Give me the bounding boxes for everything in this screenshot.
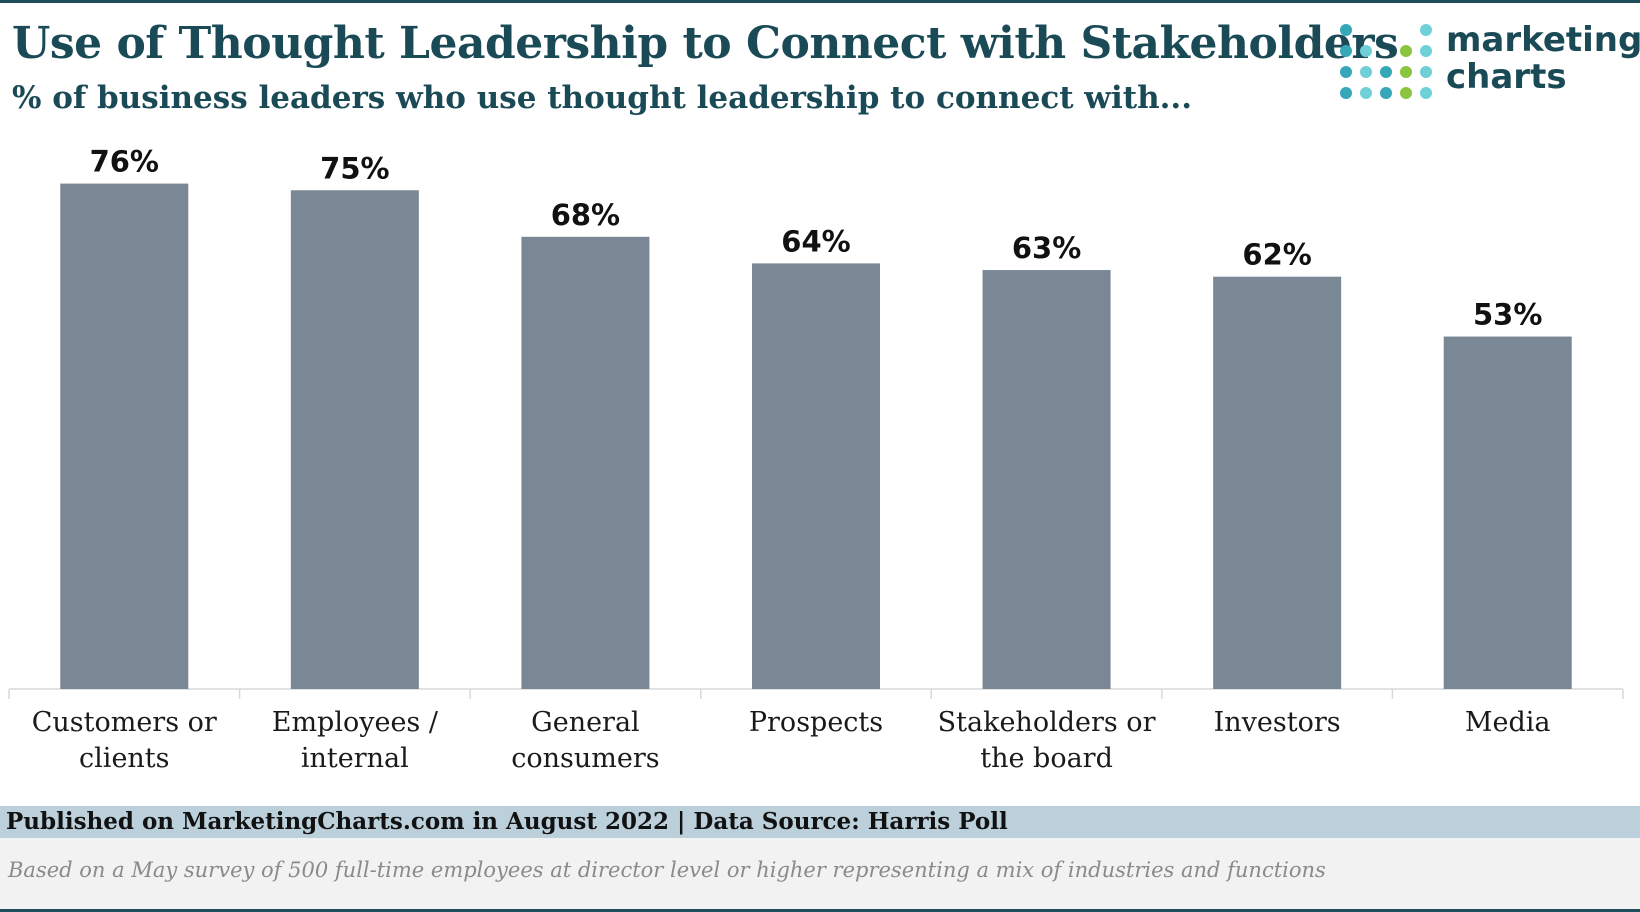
data-label: 63%: [1012, 231, 1081, 265]
category-label: Customers or: [32, 707, 217, 738]
category-label: Stakeholders or: [938, 707, 1156, 738]
bar-chart: 76% Customers or clients 75% Employees / inte…: [8, 145, 1624, 774]
category-label: the board: [980, 743, 1113, 774]
bar: [290, 190, 419, 689]
logo-dot: [1340, 24, 1352, 36]
logo-wordmark: marketing charts: [1446, 22, 1640, 96]
logo-dot: [1420, 24, 1432, 36]
logo-dot: [1420, 45, 1432, 57]
logo-dot: [1340, 87, 1352, 99]
category-label: consumers: [511, 743, 659, 774]
data-label: 53%: [1473, 298, 1542, 332]
category-label: Investors: [1214, 707, 1341, 738]
source-text: Published on MarketingCharts.com in Augu…: [6, 808, 1008, 835]
methodology-note: Based on a May survey of 500 full-time e…: [8, 858, 1326, 882]
data-label: 68%: [551, 198, 620, 232]
logo-dot: [1360, 45, 1372, 57]
logo-dot: [1400, 87, 1412, 99]
logo-line-2: charts: [1446, 57, 1567, 97]
bar: [752, 263, 880, 689]
category-label: Prospects: [749, 707, 883, 738]
chart-title: Use of Thought Leadership to Connect wit…: [12, 18, 1399, 69]
data-label: 75%: [320, 151, 389, 185]
data-label: 64%: [781, 224, 850, 258]
category-label: Employees /: [272, 707, 439, 738]
logo-dot: [1400, 45, 1412, 57]
logo-dot: [1380, 87, 1392, 99]
logo-dot: [1360, 87, 1372, 99]
bar: [1213, 276, 1342, 689]
logo-dot: [1380, 66, 1392, 78]
logo-dots-icon: [1340, 24, 1432, 99]
logo-line-1: marketing: [1446, 20, 1640, 60]
chart-subtitle: % of business leaders who use thought le…: [12, 80, 1192, 116]
bar: [60, 183, 189, 689]
logo-dot: [1360, 66, 1372, 78]
category-label: General: [531, 707, 640, 738]
logo-dot: [1400, 66, 1412, 78]
logo-dot: [1420, 87, 1432, 99]
category-label: internal: [301, 743, 409, 774]
data-label: 76%: [90, 145, 159, 179]
bar: [521, 236, 650, 690]
marketingcharts-logo: marketing charts: [1336, 22, 1640, 102]
top-rule: [0, 0, 1640, 3]
bar: [1443, 336, 1572, 689]
source-bar: Published on MarketingCharts.com in Augu…: [0, 806, 1640, 838]
bar: [982, 270, 1111, 689]
logo-dot: [1420, 66, 1432, 78]
data-label: 62%: [1242, 238, 1311, 272]
bottom-rule: [0, 909, 1640, 912]
logo-dot: [1340, 45, 1352, 57]
methodology-area: Based on a May survey of 500 full-time e…: [0, 838, 1640, 909]
logo-dot: [1340, 66, 1352, 78]
category-label: clients: [79, 743, 169, 774]
category-label: Media: [1465, 707, 1551, 738]
